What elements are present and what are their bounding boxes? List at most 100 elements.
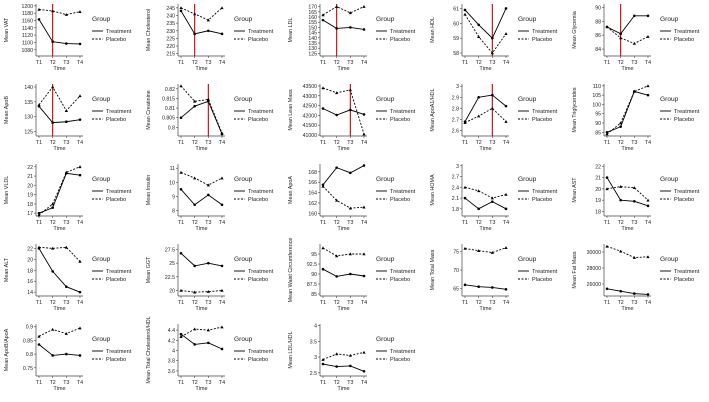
legend-title: Group xyxy=(518,256,537,263)
y-tick-label: 87.5 xyxy=(307,282,317,288)
x-tick-label: T2 xyxy=(334,220,340,226)
y-tick-label: 245 xyxy=(166,6,175,12)
data-point-placebo xyxy=(51,9,55,13)
series-line-placebo xyxy=(322,247,364,257)
legend-label-treatment: Treatment xyxy=(390,29,416,35)
data-point-placebo xyxy=(646,34,650,38)
x-axis-title: Time xyxy=(621,66,633,72)
data-point-treatment xyxy=(504,7,508,10)
legend-label-placebo: Placebo xyxy=(532,197,552,203)
data-point-placebo xyxy=(348,88,352,92)
data-point-treatment xyxy=(619,289,622,293)
data-point-treatment xyxy=(504,288,508,291)
data-point-treatment xyxy=(335,113,338,117)
x-tick-label: T4 xyxy=(219,220,225,226)
x-axis-title: Time xyxy=(195,226,207,232)
legend-title: Group xyxy=(234,96,253,103)
x-tick-label: T1 xyxy=(462,220,468,226)
y-tick-label: 21 xyxy=(27,174,33,180)
data-point-placebo xyxy=(362,5,366,8)
y-tick-label: 86 xyxy=(595,33,601,39)
data-point-treatment xyxy=(619,125,622,129)
series-line-placebo xyxy=(38,166,81,216)
legend-title: Group xyxy=(234,336,253,343)
x-tick-label: T4 xyxy=(645,300,651,306)
legend-label-placebo: Placebo xyxy=(106,37,126,43)
y-tick-label: 41000 xyxy=(303,133,318,139)
x-tick-label: T1 xyxy=(36,140,42,146)
x-tick-label: T1 xyxy=(462,300,468,306)
x-tick-label: T2 xyxy=(476,140,482,146)
y-tick-label: 0.8 xyxy=(26,352,33,358)
data-point-placebo xyxy=(179,170,183,174)
legend-label-placebo: Placebo xyxy=(248,197,268,203)
data-point-placebo xyxy=(220,176,224,180)
data-point-placebo xyxy=(605,187,609,191)
x-tick-label: T2 xyxy=(618,220,624,226)
legend-label-treatment: Treatment xyxy=(106,269,132,275)
panel-mean-apoa: 160 162 164 166 168 T1 T2 T3 T4 Time Mean ApoA Grou… xyxy=(288,164,416,232)
x-axis-title: Time xyxy=(337,226,349,232)
legend-label-placebo: Placebo xyxy=(390,197,410,203)
y-tick-label: 1200 xyxy=(21,4,33,10)
legend-label-placebo: Placebo xyxy=(674,37,694,43)
series-line-treatment xyxy=(322,19,365,30)
data-point-placebo xyxy=(632,41,636,45)
data-point-placebo xyxy=(321,246,325,250)
data-point-treatment xyxy=(37,18,41,21)
legend-label-treatment: Treatment xyxy=(674,269,700,275)
data-point-treatment xyxy=(51,40,54,44)
series-line-placebo xyxy=(38,9,81,16)
y-axis-title: Mean Fat Mass xyxy=(572,251,578,288)
x-tick-label: T1 xyxy=(320,220,326,226)
data-point-treatment xyxy=(78,290,82,294)
y-tick-label: 11 xyxy=(170,166,175,172)
series-line-placebo xyxy=(322,87,365,135)
legend-label-placebo: Placebo xyxy=(390,357,410,363)
x-tick-label: T1 xyxy=(178,60,184,66)
x-tick-label: T1 xyxy=(178,140,184,146)
series-line-placebo xyxy=(606,26,649,45)
x-tick-label: T1 xyxy=(320,380,326,386)
y-tick-label: 240 xyxy=(166,13,175,19)
x-tick-label: T3 xyxy=(489,300,495,306)
x-axis-title: Time xyxy=(337,306,349,312)
x-tick-label: T4 xyxy=(219,300,225,306)
data-point-placebo xyxy=(490,250,494,254)
data-point-placebo xyxy=(220,6,224,10)
legend-label-treatment: Treatment xyxy=(106,349,132,355)
data-point-placebo xyxy=(37,245,41,249)
legend-label-placebo: Placebo xyxy=(106,117,126,123)
y-axis-title: Mean Creatinine xyxy=(146,90,152,130)
x-tick-label: T2 xyxy=(50,140,56,146)
y-tick-label: 18 xyxy=(27,202,33,208)
data-point-treatment xyxy=(65,352,68,356)
data-point-treatment xyxy=(321,107,325,110)
data-point-treatment xyxy=(321,18,325,22)
x-axis-title: Time xyxy=(621,306,633,312)
x-tick-label: T2 xyxy=(476,300,482,306)
y-tick-label: 18 xyxy=(27,268,33,274)
y-tick-label: 0.805 xyxy=(162,116,175,122)
x-axis-title: Time xyxy=(195,146,207,152)
data-point-treatment xyxy=(633,200,636,203)
data-point-placebo xyxy=(504,246,508,249)
data-point-treatment xyxy=(179,332,183,336)
data-point-placebo xyxy=(51,85,55,89)
panel-mean-insulin: 8 9 10 11 T1 T2 T3 T4 Time Mean Insulin Group Treat… xyxy=(146,164,274,232)
data-point-placebo xyxy=(78,326,82,330)
data-point-placebo xyxy=(619,249,623,253)
data-point-treatment xyxy=(646,14,650,18)
x-tick-label: T1 xyxy=(36,60,42,66)
legend-label-treatment: Treatment xyxy=(674,189,700,195)
x-tick-label: T1 xyxy=(604,300,610,306)
y-tick-label: 100 xyxy=(592,102,601,108)
x-axis-title: Time xyxy=(53,66,65,72)
series-line-placebo xyxy=(606,85,649,135)
legend-label-treatment: Treatment xyxy=(248,189,274,195)
data-point-placebo xyxy=(463,121,467,125)
x-tick-label: T3 xyxy=(489,60,495,66)
